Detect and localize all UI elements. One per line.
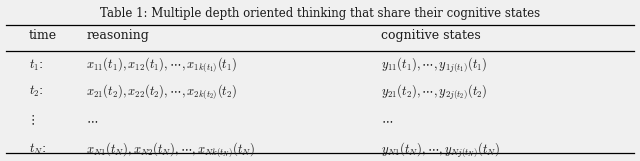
Text: reasoning: reasoning [86,29,149,42]
Text: $\vdots$: $\vdots$ [29,113,35,127]
Text: $\cdots$: $\cdots$ [381,114,393,126]
Text: $t_1$:: $t_1$: [29,58,44,73]
Text: $\cdots$: $\cdots$ [86,114,99,126]
Text: $y_{11}(t_1),\cdots,y_{1j(t_1)}(t_1)$: $y_{11}(t_1),\cdots,y_{1j(t_1)}(t_1)$ [381,56,488,74]
Text: cognitive states: cognitive states [381,29,481,42]
Text: $x_{11}(t_1),x_{12}(t_1),\cdots,x_{1k(t_1)}(t_1)$: $x_{11}(t_1),x_{12}(t_1),\cdots,x_{1k(t_… [86,56,237,74]
Text: Table 1: Multiple depth oriented thinking that share their cognitive states: Table 1: Multiple depth oriented thinkin… [100,7,540,20]
Text: $x_{21}(t_2),x_{22}(t_2),\cdots,x_{2k(t_2)}(t_2)$: $x_{21}(t_2),x_{22}(t_2),\cdots,x_{2k(t_… [86,83,237,101]
Text: $x_{N1}(t_N),x_{N2}(t_N),\cdots,x_{Nk(t_N)}(t_N)$: $x_{N1}(t_N),x_{N2}(t_N),\cdots,x_{Nk(t_… [86,141,255,159]
Text: $y_{21}(t_2),\cdots,y_{2j(t_2)}(t_2)$: $y_{21}(t_2),\cdots,y_{2j(t_2)}(t_2)$ [381,83,488,101]
Text: $t_N$:: $t_N$: [29,142,46,157]
Text: time: time [29,29,57,42]
Text: $y_{N1}(t_N),\cdots,y_{Nj(t_N)}(t_N)$: $y_{N1}(t_N),\cdots,y_{Nj(t_N)}(t_N)$ [381,141,500,159]
Text: $t_2$:: $t_2$: [29,84,44,99]
